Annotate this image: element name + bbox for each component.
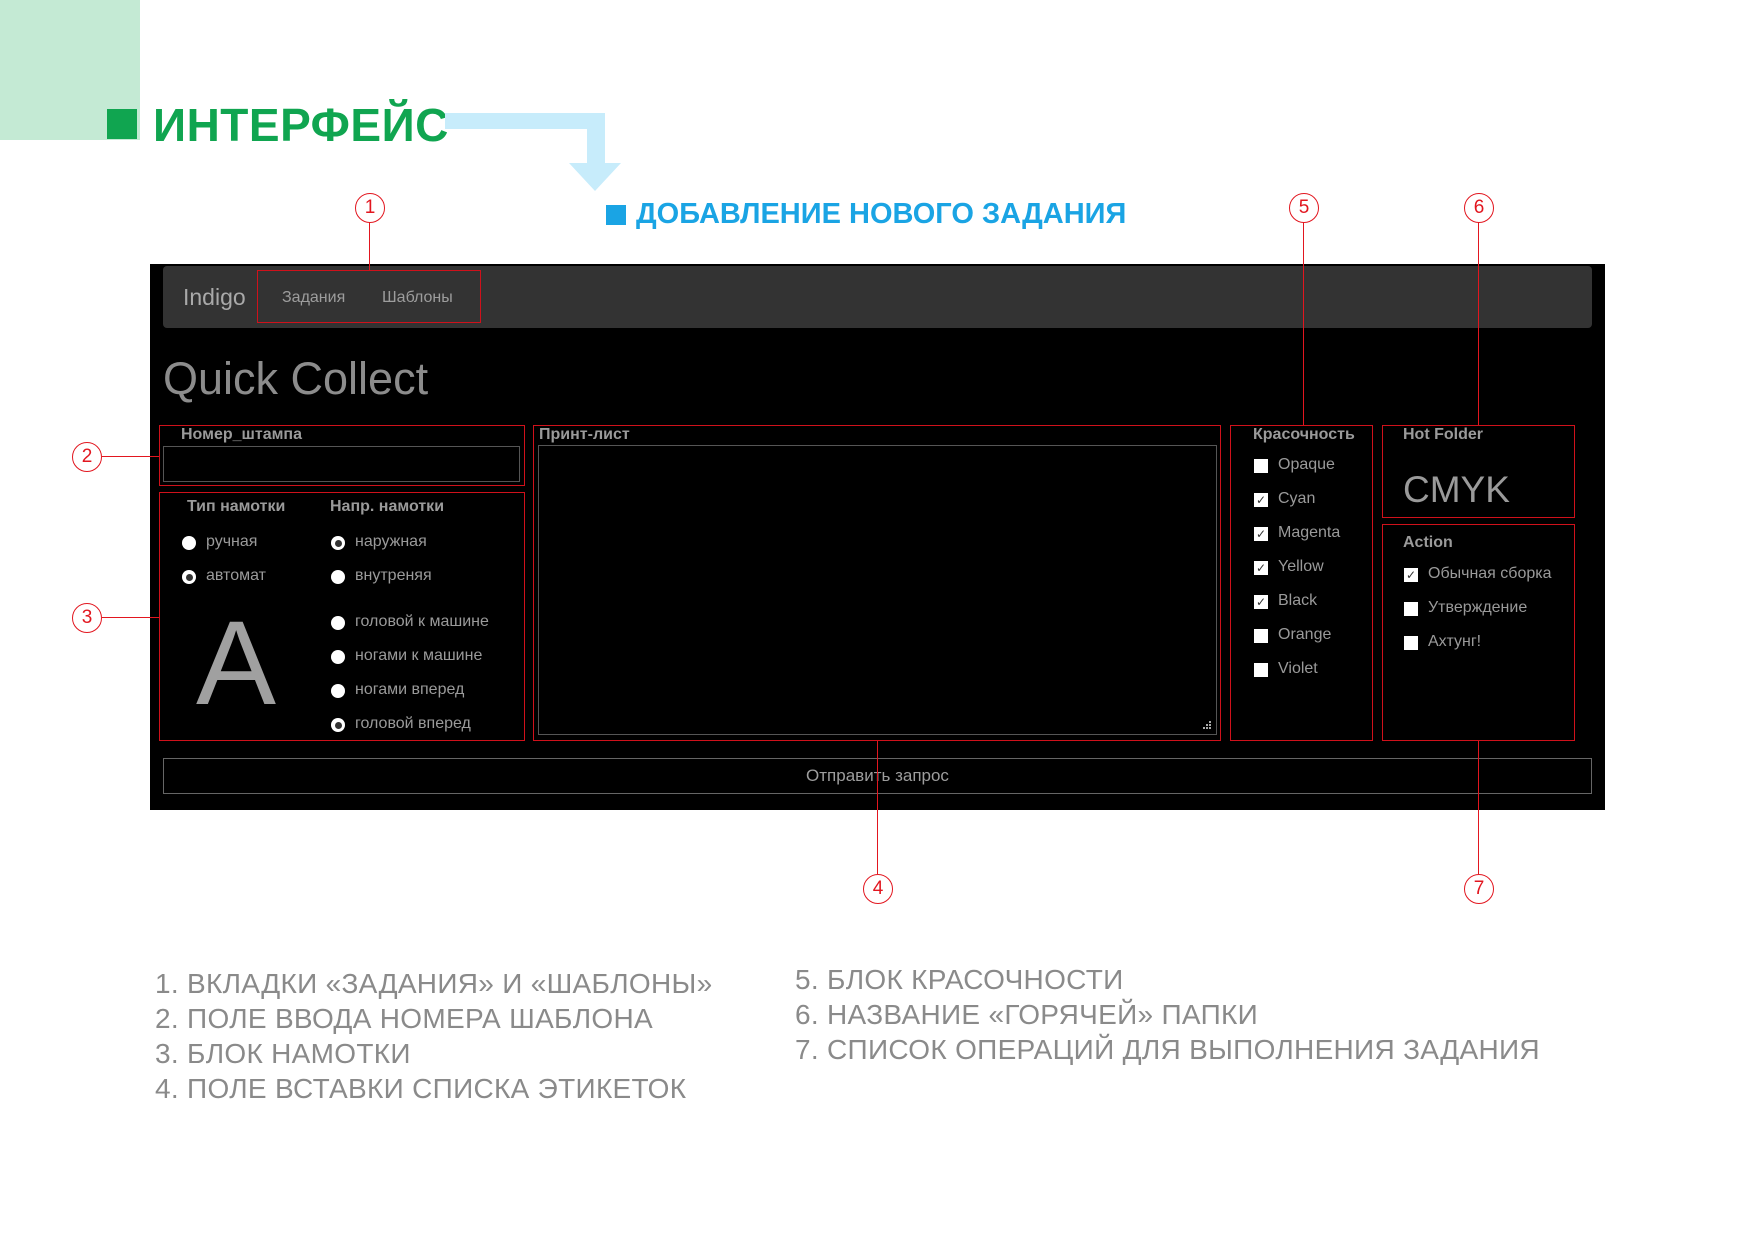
callout-6: 6 xyxy=(1464,193,1494,223)
action-label: Action xyxy=(1403,534,1453,551)
callout-4-line xyxy=(877,741,879,874)
checkbox-approval[interactable] xyxy=(1404,602,1418,616)
winding-direction-label: Напр. намотки xyxy=(330,498,445,515)
radio-outer-label: наружная xyxy=(355,533,427,550)
hot-folder-value: CMYK xyxy=(1403,469,1510,510)
callout-3: 3 xyxy=(72,603,102,633)
radio-outer[interactable] xyxy=(331,536,345,550)
legend-item-6: 6. НАЗВАНИЕ «ГОРЯЧЕЙ» ПАПКИ xyxy=(795,999,1259,1030)
callout-7: 7 xyxy=(1464,874,1494,904)
app-title: Quick Collect xyxy=(163,353,429,404)
legend-item-1: 1. ВКЛАДКИ «ЗАДАНИЯ» И «ШАБЛОНЫ» xyxy=(155,968,713,999)
checkbox-black-label: Black xyxy=(1278,592,1318,609)
checkbox-cyan-label: Cyan xyxy=(1278,490,1316,507)
winding-preview-letter: A xyxy=(196,596,277,730)
callout-2-line xyxy=(102,456,159,458)
callout-3-line xyxy=(102,617,159,619)
checkbox-opaque-label: Opaque xyxy=(1278,456,1335,473)
tab-templates[interactable]: Шаблоны xyxy=(382,289,453,306)
checkbox-approval-label: Утверждение xyxy=(1428,599,1528,616)
legend-item-7: 7. СПИСОК ОПЕРАЦИЙ ДЛЯ ВЫПОЛНЕНИЯ ЗАДАНИ… xyxy=(795,1034,1540,1065)
print-sheet-panel xyxy=(533,425,1221,741)
arrow-icon xyxy=(445,113,621,191)
callout-5-line xyxy=(1303,222,1305,425)
winding-panel xyxy=(159,492,525,741)
tabs-highlight xyxy=(257,270,481,323)
colorfulness-panel xyxy=(1230,425,1373,741)
radio-manual[interactable] xyxy=(182,536,196,550)
checkbox-achtung-label: Ахтунг! xyxy=(1428,633,1482,650)
checkbox-magenta[interactable]: ✓ xyxy=(1254,527,1268,541)
brand-link[interactable]: Indigo xyxy=(183,284,246,310)
checkbox-black[interactable]: ✓ xyxy=(1254,595,1268,609)
checkbox-achtung[interactable] xyxy=(1404,636,1418,650)
radio-head-to-machine-label: головой к машине xyxy=(355,613,489,630)
checkbox-violet-label: Violet xyxy=(1278,660,1318,677)
radio-auto-label: автомат xyxy=(206,567,266,584)
winding-type-label: Тип намотки xyxy=(187,498,286,515)
radio-feet-forward[interactable] xyxy=(331,684,345,698)
callout-7-line xyxy=(1478,741,1480,874)
radio-manual-label: ручная xyxy=(206,533,258,550)
stamp-number-input[interactable] xyxy=(163,446,520,482)
checkbox-orange[interactable] xyxy=(1254,629,1268,643)
hot-folder-label: Hot Folder xyxy=(1403,426,1483,443)
radio-head-to-machine[interactable] xyxy=(331,616,345,630)
print-sheet-textarea[interactable] xyxy=(538,445,1217,735)
radio-feet-forward-label: ногами вперед xyxy=(355,681,465,698)
callout-6-line xyxy=(1478,222,1480,425)
page-title: ИНТЕРФЕЙС xyxy=(153,99,449,151)
legend-item-4: 4. ПОЛЕ ВСТАВКИ СПИСКА ЭТИКЕТОК xyxy=(155,1073,687,1104)
subtitle-marker xyxy=(606,205,626,225)
callout-4: 4 xyxy=(863,874,893,904)
checkbox-cyan[interactable]: ✓ xyxy=(1254,493,1268,507)
checkbox-orange-label: Orange xyxy=(1278,626,1332,643)
resize-handle-icon[interactable] xyxy=(1200,720,1212,732)
checkbox-normal-build[interactable]: ✓ xyxy=(1404,568,1418,582)
checkbox-violet[interactable] xyxy=(1254,663,1268,677)
checkbox-yellow[interactable]: ✓ xyxy=(1254,561,1268,575)
hot-folder-panel xyxy=(1382,425,1575,518)
radio-feet-to-machine[interactable] xyxy=(331,650,345,664)
radio-head-forward[interactable] xyxy=(331,718,345,732)
action-panel xyxy=(1382,524,1575,741)
stamp-number-panel xyxy=(159,425,525,486)
legend-item-3: 3. БЛОК НАМОТКИ xyxy=(155,1038,411,1069)
radio-feet-to-machine-label: ногами к машине xyxy=(355,647,483,664)
print-sheet-label: Принт-лист xyxy=(539,426,630,443)
callout-5: 5 xyxy=(1289,193,1319,223)
callout-2: 2 xyxy=(72,442,102,472)
title-marker xyxy=(107,109,137,139)
callout-1-line xyxy=(369,222,371,270)
legend-item-2: 2. ПОЛЕ ВВОДА НОМЕРА ШАБЛОНА xyxy=(155,1003,653,1034)
legend-item-5: 5. БЛОК КРАСОЧНОСТИ xyxy=(795,964,1124,995)
tab-tasks[interactable]: Задания xyxy=(282,289,346,306)
radio-head-forward-label: головой вперед xyxy=(355,715,471,732)
checkbox-opaque[interactable] xyxy=(1254,459,1268,473)
callout-1: 1 xyxy=(355,193,385,223)
radio-inner-label: внутреняя xyxy=(355,567,432,584)
checkbox-normal-build-label: Обычная сборка xyxy=(1428,565,1552,582)
section-subtitle: ДОБАВЛЕНИЕ НОВОГО ЗАДАНИЯ xyxy=(636,198,1127,230)
stamp-number-label: Номер_штампа xyxy=(181,426,302,443)
colorfulness-label: Красочность xyxy=(1253,426,1355,443)
checkbox-yellow-label: Yellow xyxy=(1278,558,1324,575)
navbar xyxy=(163,266,1592,328)
checkbox-magenta-label: Magenta xyxy=(1278,524,1341,541)
radio-auto[interactable] xyxy=(182,570,196,584)
radio-inner[interactable] xyxy=(331,570,345,584)
